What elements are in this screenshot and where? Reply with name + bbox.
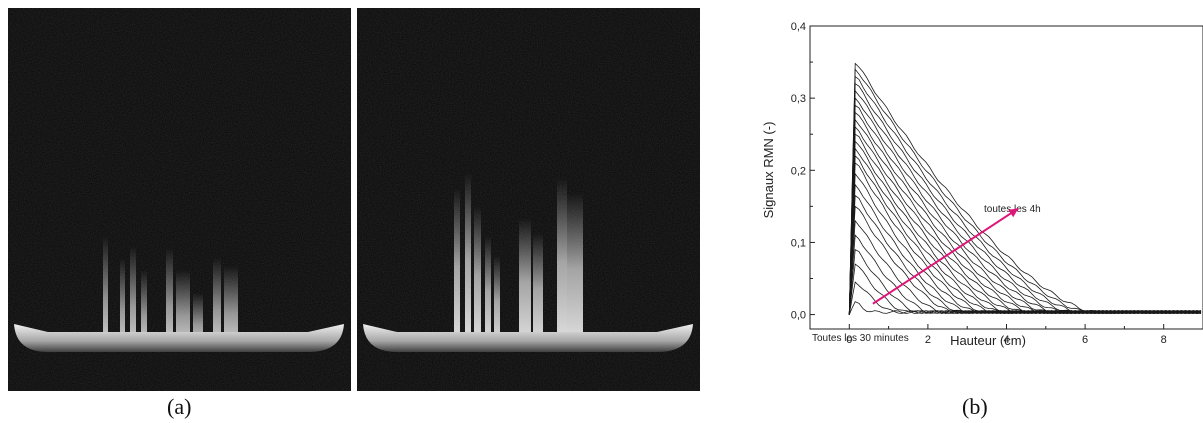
mri-left-graphic (8, 8, 351, 391)
mri-right-base (363, 324, 693, 352)
y-tick-label: 0,3 (791, 93, 806, 105)
nmr-curve (848, 89, 1202, 315)
caption-b: (b) (962, 394, 988, 419)
nmr-curve (848, 248, 1202, 315)
nmr-curve (848, 75, 1202, 315)
chart-axes: 0 2 4 6 8 0,0 0,1 0,2 0,3 0,4 (791, 21, 1203, 346)
mri-image-left (8, 8, 351, 391)
trend-arrow-head (1008, 208, 1019, 218)
x-tick-label: 2 (925, 334, 931, 346)
nmr-curve (848, 133, 1202, 315)
nmr-curve (848, 155, 1202, 315)
y-tick-label: 0,1 (791, 237, 806, 249)
mri-image-right (357, 8, 700, 391)
mri-left-base (14, 324, 344, 352)
nmr-curve (848, 205, 1202, 315)
mri-right-fans (454, 173, 583, 346)
nmr-curve (848, 62, 1202, 315)
x-tick-label: 4 (1003, 334, 1009, 346)
x-axis-label: Hauteur (cm) (950, 333, 1026, 348)
y-axis-label: Signaux RMN (-) (761, 122, 776, 219)
y-tick-label: 0,2 (791, 165, 806, 177)
nmr-curve (848, 162, 1202, 315)
y-tick-label: 0,0 (791, 310, 806, 322)
nmr-curve (848, 68, 1202, 315)
chart-curves (848, 62, 1202, 315)
nmr-chart: 0 2 4 6 8 0,0 0,1 0,2 0,3 0,4 Signaux RMN (-) Hau… (761, 21, 1203, 348)
mri-left-fans (103, 236, 238, 346)
x-tick-label: 8 (1161, 334, 1167, 346)
y-tick-label: 0,4 (791, 21, 806, 33)
x-tick-label: 0 (846, 334, 852, 346)
trend-arrow (872, 207, 1019, 305)
trend-arrow-shaft (872, 207, 1019, 305)
nmr-curve (848, 172, 1202, 315)
nmr-curve (848, 82, 1202, 315)
x-tick-label: 6 (1082, 334, 1088, 346)
annotation-30-minutes: Toutes les 30 minutes (812, 333, 909, 344)
mri-right-graphic (357, 8, 700, 391)
nmr-curve (848, 219, 1202, 315)
caption-a: (a) (167, 394, 192, 419)
